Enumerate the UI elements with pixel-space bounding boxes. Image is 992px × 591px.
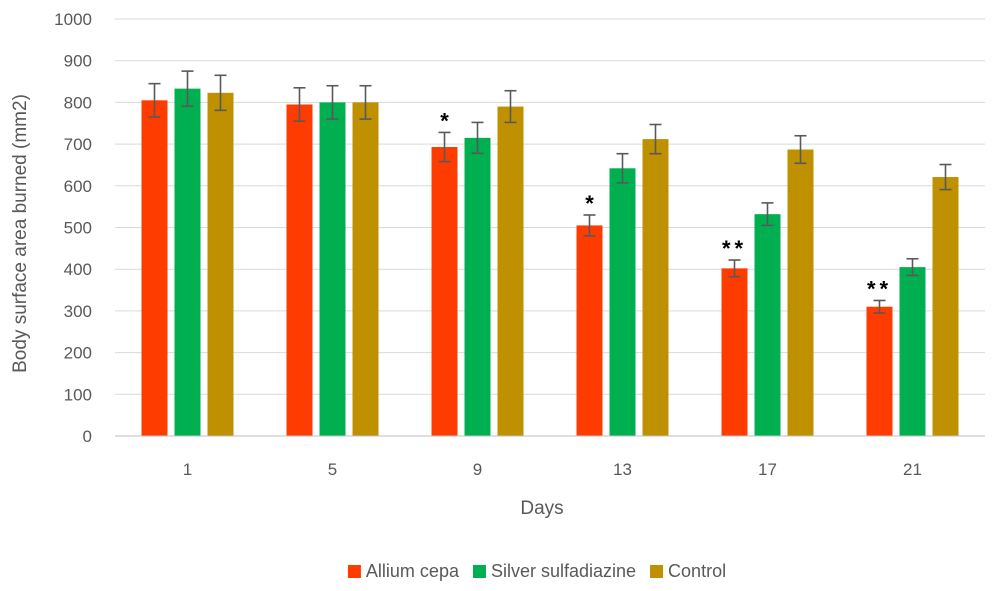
- legend-swatch: [347, 565, 361, 578]
- error-bar: [616, 152, 629, 184]
- bar: [319, 102, 346, 437]
- significance-marker: **: [722, 236, 747, 261]
- error-bar: [906, 257, 919, 277]
- bar: [576, 225, 603, 436]
- error-bar: [359, 84, 372, 120]
- error-bar: [873, 299, 886, 314]
- y-tick-label: 1000: [54, 10, 92, 29]
- bar: [787, 149, 814, 436]
- error-bar: [761, 202, 774, 227]
- error-bars: [148, 70, 952, 314]
- legend-item: Control: [650, 561, 726, 581]
- bars: [141, 88, 959, 437]
- bar: [141, 100, 168, 436]
- legend-label: Control: [668, 561, 726, 581]
- error-bar: [728, 259, 741, 278]
- y-tick-label: 400: [64, 260, 92, 279]
- gridlines: [115, 18, 985, 395]
- legend-swatch: [650, 565, 664, 578]
- error-bar: [794, 134, 807, 165]
- y-tick-label: 600: [64, 177, 92, 196]
- bar: [286, 104, 313, 437]
- error-bar: [939, 163, 952, 191]
- bar: [899, 267, 926, 436]
- y-axis-title: Body surface area burned (mm2): [10, 94, 31, 373]
- error-bar: [181, 70, 194, 107]
- bar: [464, 137, 491, 436]
- x-axis-title: Days: [520, 498, 563, 519]
- significance-marker: *: [585, 191, 594, 216]
- y-tick-label: 300: [64, 302, 92, 321]
- x-tick-label: 17: [758, 460, 777, 479]
- bar: [174, 88, 201, 436]
- x-tick-label: 13: [613, 460, 632, 479]
- error-bar: [326, 84, 339, 120]
- bar: [721, 268, 748, 436]
- y-tick-label: 200: [64, 344, 92, 363]
- error-bar: [649, 123, 662, 155]
- bar: [754, 214, 781, 436]
- error-bar: [504, 89, 517, 124]
- y-tick-label: 900: [64, 52, 92, 71]
- bar: [431, 147, 458, 437]
- significance-annotations: ******: [440, 108, 892, 301]
- significance-marker: *: [440, 108, 449, 133]
- y-tick-label: 800: [64, 93, 92, 112]
- bar: [497, 106, 524, 436]
- y-tick-labels: 0 100 200 300 400 500 600 700 800 900 1000: [54, 10, 92, 446]
- error-bar: [583, 214, 596, 237]
- x-tick-label: 9: [473, 460, 482, 479]
- x-tick-label: 5: [328, 460, 337, 479]
- bar: [207, 92, 234, 437]
- bar: [352, 102, 379, 437]
- legend-item: Allium cepa: [347, 561, 460, 581]
- legend-swatch: [472, 565, 486, 578]
- error-bar: [438, 131, 451, 163]
- error-bar: [471, 121, 484, 155]
- bar: [866, 306, 893, 436]
- legend: Allium cepa Silver sulfadiazine Control: [347, 561, 726, 581]
- bar: [609, 168, 636, 436]
- x-tick-label: 21: [903, 460, 922, 479]
- legend-label: Silver sulfadiazine: [491, 561, 636, 581]
- bar: [642, 139, 669, 436]
- y-tick-label: 700: [64, 135, 92, 154]
- legend-label: Allium cepa: [366, 561, 460, 581]
- y-tick-label: 500: [64, 219, 92, 238]
- legend-item: Silver sulfadiazine: [472, 561, 636, 581]
- x-tick-label: 1: [183, 460, 192, 479]
- x-tick-labels: 1 5 9 13 17 21: [183, 460, 922, 479]
- error-bar: [214, 74, 227, 112]
- error-bar: [148, 82, 161, 118]
- y-tick-label: 100: [64, 385, 92, 404]
- bar: [932, 177, 959, 436]
- significance-marker: **: [867, 276, 892, 301]
- y-tick-label: 0: [83, 427, 92, 446]
- error-bar: [293, 87, 306, 122]
